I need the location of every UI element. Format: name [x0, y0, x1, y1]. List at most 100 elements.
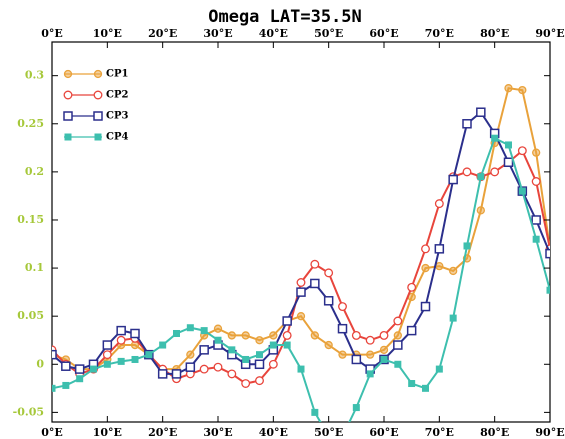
plot-frame: [51, 41, 551, 423]
marker: [227, 369, 237, 379]
marker: [323, 296, 334, 306]
marker: [145, 351, 153, 359]
marker: [63, 90, 73, 100]
marker: [171, 369, 182, 379]
marker: [254, 359, 265, 370]
marker: [338, 350, 347, 359]
marker: [352, 404, 360, 412]
marker: [62, 381, 70, 389]
y-tick-label: 0.25: [17, 117, 44, 130]
marker: [434, 199, 444, 209]
marker: [311, 408, 319, 416]
marker: [435, 262, 444, 271]
x-tick-label: 40°E: [259, 27, 288, 40]
chart-title: Omega LAT=35.5N: [208, 7, 362, 27]
marker: [228, 346, 236, 354]
marker: [476, 206, 485, 215]
marker: [393, 340, 403, 350]
marker: [200, 327, 208, 335]
marker: [407, 282, 417, 292]
marker: [491, 134, 499, 142]
marker: [103, 360, 111, 368]
marker: [282, 330, 292, 340]
x-tick-label: 80°E: [480, 426, 509, 439]
marker: [186, 324, 194, 332]
marker: [296, 312, 306, 321]
marker: [393, 331, 402, 340]
marker: [503, 157, 514, 168]
legend-label: CP1: [106, 69, 128, 80]
marker: [310, 331, 319, 340]
x-tick-label: 50°E: [314, 426, 343, 439]
marker: [256, 351, 263, 359]
marker: [421, 263, 430, 273]
marker: [379, 330, 389, 340]
marker: [297, 365, 305, 373]
marker: [351, 330, 361, 340]
marker: [394, 360, 402, 368]
marker: [296, 278, 306, 287]
marker: [518, 187, 526, 195]
y-tick-label: 0: [36, 357, 44, 370]
marker: [268, 359, 278, 369]
marker: [310, 278, 320, 289]
x-tick-label: 40°E: [259, 426, 288, 439]
marker: [213, 362, 223, 372]
marker: [532, 235, 540, 243]
marker: [269, 341, 277, 349]
marker: [517, 146, 527, 156]
x-tick-label: 30°E: [203, 426, 232, 439]
series-line: [52, 136, 550, 422]
marker: [241, 379, 251, 388]
marker: [435, 365, 443, 373]
marker: [173, 329, 180, 337]
marker: [449, 266, 458, 276]
marker: [463, 242, 471, 250]
series-line: [52, 110, 550, 375]
marker: [255, 336, 264, 345]
plot-area: [52, 84, 550, 422]
x-tick-label: 10°E: [93, 27, 122, 40]
x-tick-label: 90°E: [535, 426, 564, 439]
marker: [52, 384, 56, 392]
marker: [462, 119, 472, 129]
marker: [157, 369, 168, 379]
marker: [379, 345, 389, 354]
marker: [422, 384, 429, 392]
legend-label: CP4: [106, 132, 128, 143]
marker: [52, 349, 57, 360]
marker: [449, 314, 457, 322]
marker: [214, 336, 222, 344]
marker: [131, 355, 139, 363]
legend-label: CP3: [106, 111, 128, 122]
marker: [93, 90, 103, 100]
x-tick-label: 50°E: [314, 27, 343, 40]
marker: [64, 133, 72, 141]
marker: [531, 215, 541, 225]
y-tick-label: 0.1: [25, 261, 44, 274]
marker: [420, 301, 431, 312]
marker: [159, 341, 167, 349]
marker: [546, 286, 550, 294]
x-tick-label: 60°E: [369, 426, 398, 439]
marker: [366, 370, 374, 378]
marker: [227, 331, 236, 340]
x-tick-label: 70°E: [425, 426, 454, 439]
marker: [94, 133, 102, 141]
marker: [393, 316, 403, 326]
marker: [185, 362, 196, 372]
x-tick-label: 60°E: [369, 27, 398, 40]
y-tick-label: 0.05: [17, 309, 44, 322]
series-line: [52, 149, 550, 385]
marker: [406, 325, 417, 336]
marker: [269, 331, 278, 340]
marker: [74, 364, 85, 374]
marker: [545, 248, 550, 259]
marker: [338, 302, 347, 312]
y-tick-label: 0.15: [17, 213, 44, 226]
marker: [186, 350, 195, 359]
marker: [296, 287, 306, 297]
marker: [337, 323, 348, 334]
marker: [102, 350, 112, 360]
marker: [324, 268, 334, 278]
